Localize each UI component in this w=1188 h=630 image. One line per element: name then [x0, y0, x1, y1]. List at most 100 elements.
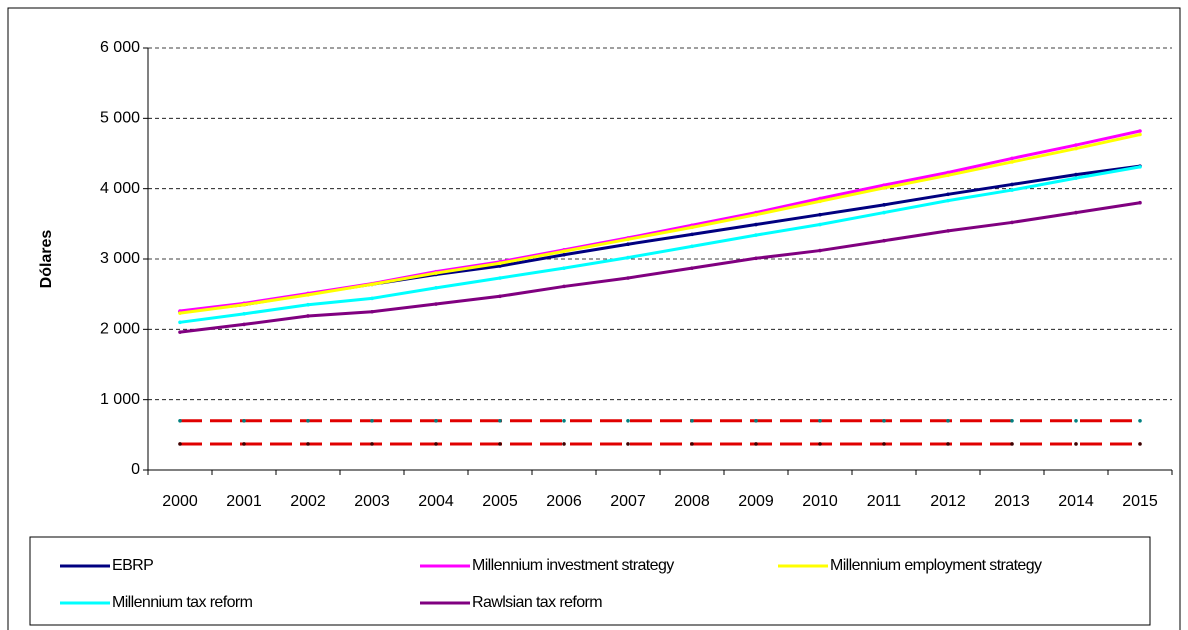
- point-marker: [818, 442, 822, 446]
- point-marker: [626, 442, 630, 446]
- point-marker: [946, 418, 950, 423]
- point-marker: [882, 210, 886, 215]
- point-marker: [946, 442, 950, 446]
- point-marker: [882, 186, 886, 190]
- point-marker: [818, 212, 822, 217]
- point-marker: [1074, 418, 1078, 423]
- point-marker: [690, 232, 694, 237]
- chart-border: [7, 7, 1181, 630]
- point-marker: [1138, 165, 1142, 169]
- x-tick-label: 2010: [802, 493, 838, 510]
- point-marker: [1010, 418, 1014, 423]
- point-marker: [434, 271, 438, 275]
- point-marker: [306, 442, 310, 446]
- y-tick-label: 0: [131, 461, 140, 478]
- x-tick-label: 2002: [290, 493, 326, 510]
- x-tick-label: 2001: [226, 493, 262, 510]
- y-tick-label: 4 000: [100, 180, 140, 197]
- legend-box: [29, 536, 1151, 626]
- point-marker: [690, 225, 694, 230]
- x-tick-label: 2007: [610, 493, 646, 510]
- point-marker: [754, 212, 758, 217]
- point-marker: [882, 442, 886, 446]
- x-tick-label: 2005: [482, 493, 518, 510]
- point-marker: [1010, 220, 1014, 225]
- series-line: [179, 201, 1141, 334]
- point-marker: [946, 198, 950, 203]
- y-tick-label: 3 000: [100, 250, 140, 267]
- point-marker: [242, 442, 246, 446]
- legend-label: Millennium investment strategy: [472, 557, 674, 574]
- point-marker: [498, 276, 502, 280]
- point-marker: [1010, 442, 1014, 446]
- point-marker: [562, 418, 566, 423]
- y-axis-label: Dólares: [38, 230, 55, 289]
- x-tick-label: 2006: [546, 493, 582, 510]
- series-line: [179, 165, 1141, 324]
- legend-label: Millennium employment strategy: [830, 557, 1042, 574]
- point-marker: [626, 242, 630, 247]
- legend-label: EBRP: [112, 557, 153, 574]
- point-marker: [818, 196, 822, 201]
- point-marker: [562, 252, 566, 257]
- point-marker: [1010, 188, 1014, 192]
- point-marker: [306, 314, 310, 318]
- point-marker: [178, 320, 182, 325]
- point-marker: [1074, 176, 1078, 180]
- point-marker: [1010, 160, 1014, 164]
- point-marker: [1074, 210, 1078, 215]
- point-marker: [242, 418, 246, 423]
- x-tick-label: 2015: [1122, 493, 1158, 510]
- point-marker: [562, 442, 566, 446]
- point-marker: [626, 255, 630, 260]
- point-marker: [690, 442, 694, 446]
- point-marker: [690, 244, 694, 249]
- point-marker: [178, 311, 182, 315]
- point-marker: [242, 312, 246, 316]
- point-marker: [498, 418, 502, 423]
- x-tick-label: 2004: [418, 493, 454, 510]
- point-marker: [1138, 442, 1142, 446]
- point-marker: [1074, 172, 1078, 177]
- point-marker: [1074, 442, 1078, 446]
- x-tick-label: 2013: [994, 493, 1030, 510]
- point-marker: [1138, 200, 1142, 205]
- point-marker: [178, 418, 182, 423]
- x-tick-label: 2003: [354, 493, 390, 510]
- point-marker: [1138, 132, 1142, 137]
- point-marker: [178, 330, 182, 334]
- point-marker: [562, 266, 566, 270]
- point-marker: [754, 222, 758, 227]
- point-marker: [882, 418, 886, 423]
- point-marker: [498, 264, 502, 268]
- point-marker: [178, 442, 182, 446]
- point-marker: [882, 203, 886, 207]
- point-marker: [946, 173, 950, 178]
- point-marker: [498, 294, 502, 299]
- point-marker: [626, 276, 630, 280]
- point-marker: [754, 418, 758, 423]
- y-tick-label: 5 000: [100, 110, 140, 127]
- y-tick-label: 1 000: [100, 391, 140, 408]
- point-marker: [946, 229, 950, 233]
- point-marker: [946, 192, 950, 197]
- x-tick-label: 2009: [738, 493, 774, 510]
- point-marker: [242, 322, 246, 327]
- point-marker: [626, 237, 630, 242]
- point-marker: [434, 442, 438, 446]
- y-tick-label: 2 000: [100, 321, 140, 338]
- point-marker: [370, 282, 374, 287]
- x-tick-label: 2008: [674, 493, 710, 510]
- point-marker: [818, 418, 822, 423]
- point-marker: [690, 418, 694, 423]
- y-tick-label: 6 000: [100, 39, 140, 56]
- point-marker: [434, 418, 438, 423]
- point-marker: [370, 296, 374, 301]
- point-marker: [754, 442, 758, 446]
- point-marker: [370, 442, 374, 446]
- point-marker: [1010, 156, 1014, 161]
- x-tick-label: 2012: [930, 493, 966, 510]
- point-marker: [306, 418, 310, 423]
- point-marker: [434, 302, 438, 306]
- x-tick-label: 2011: [867, 493, 902, 510]
